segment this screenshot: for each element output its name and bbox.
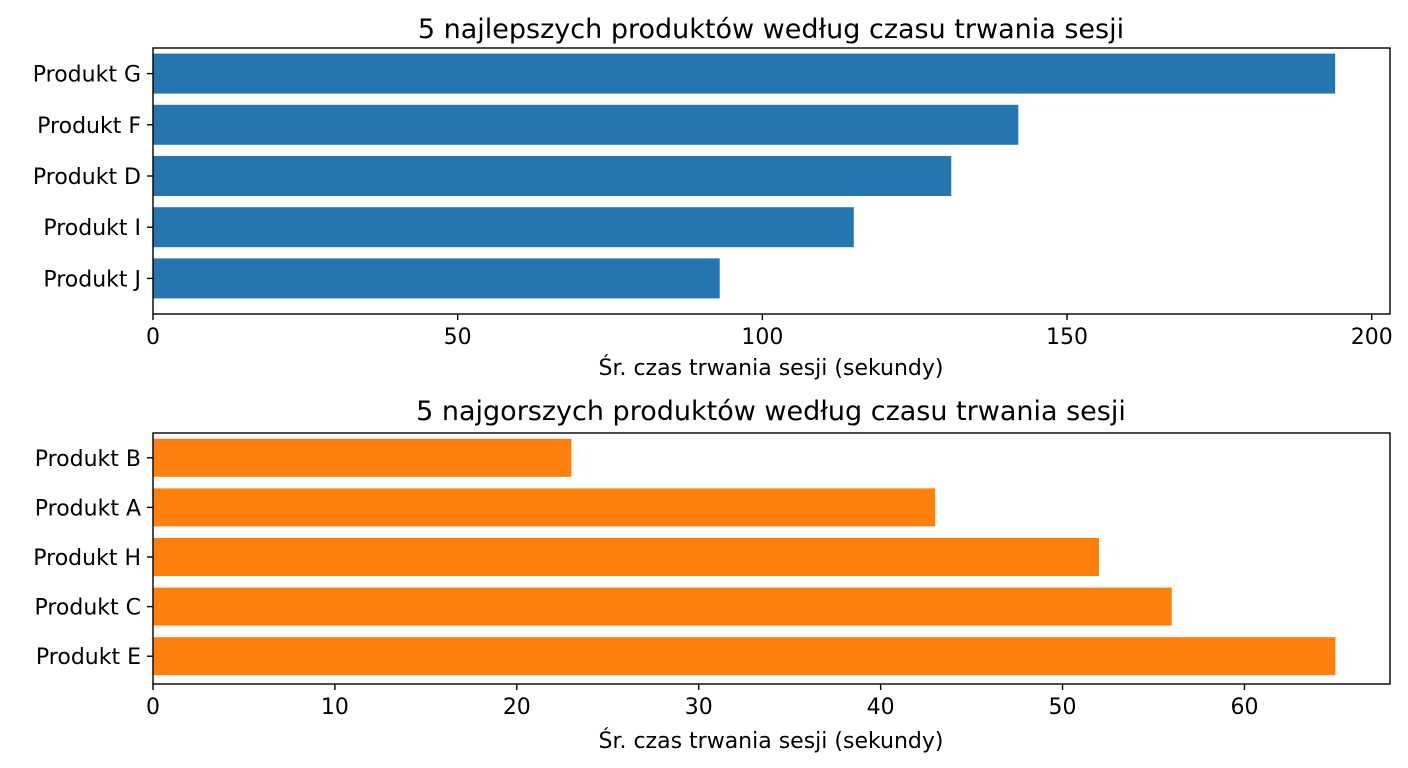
y-tick-label: Produkt D <box>33 165 141 190</box>
top-chart: 5 najlepszych produktów według czasu trw… <box>33 14 1393 381</box>
y-tick-label: Produkt J <box>43 267 141 292</box>
chart-title: 5 najlepszych produktów według czasu trw… <box>418 14 1124 45</box>
x-tick-label: 20 <box>503 695 531 720</box>
x-tick-label: 50 <box>1049 695 1077 720</box>
y-tick-label: Produkt I <box>43 216 141 241</box>
bar <box>153 258 720 299</box>
bar <box>153 488 936 527</box>
y-tick-label: Produkt E <box>36 645 141 670</box>
bar <box>153 538 1099 576</box>
x-tick-label: 50 <box>444 325 472 350</box>
x-tick-label: 60 <box>1230 695 1258 720</box>
x-axis-label: Śr. czas trwania sesji (sekundy) <box>598 355 943 381</box>
plot-frame <box>152 432 1391 685</box>
bar <box>153 53 1336 94</box>
x-tick-label: 0 <box>146 325 160 350</box>
x-tick-label: 100 <box>741 325 783 350</box>
x-tick-label: 10 <box>321 695 349 720</box>
x-tick-label: 30 <box>685 695 713 720</box>
y-tick-label: Produkt B <box>35 447 141 472</box>
bar <box>153 587 1172 626</box>
bar <box>153 637 1336 676</box>
bar <box>153 207 854 248</box>
y-tick-label: Produkt H <box>33 546 141 571</box>
bar <box>153 438 572 477</box>
y-tick-label: Produkt A <box>35 496 141 521</box>
bar <box>153 156 952 196</box>
plot-frame <box>152 47 1391 315</box>
x-tick-label: 200 <box>1351 325 1393 350</box>
bar <box>153 104 1019 145</box>
x-axis-label: Śr. czas trwania sesji (sekundy) <box>598 728 943 754</box>
x-tick-label: 150 <box>1046 325 1088 350</box>
x-tick-label: 0 <box>146 695 160 720</box>
x-tick-label: 40 <box>867 695 895 720</box>
y-tick-label: Produkt G <box>33 63 141 88</box>
chart-title: 5 najgorszych produktów według czasu trw… <box>416 396 1126 427</box>
y-tick-label: Produkt C <box>34 596 141 621</box>
bottom-chart: 5 najgorszych produktów według czasu trw… <box>33 396 1391 754</box>
y-tick-label: Produkt F <box>37 114 141 139</box>
